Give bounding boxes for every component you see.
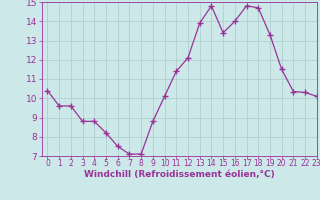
X-axis label: Windchill (Refroidissement éolien,°C): Windchill (Refroidissement éolien,°C) (84, 170, 275, 179)
